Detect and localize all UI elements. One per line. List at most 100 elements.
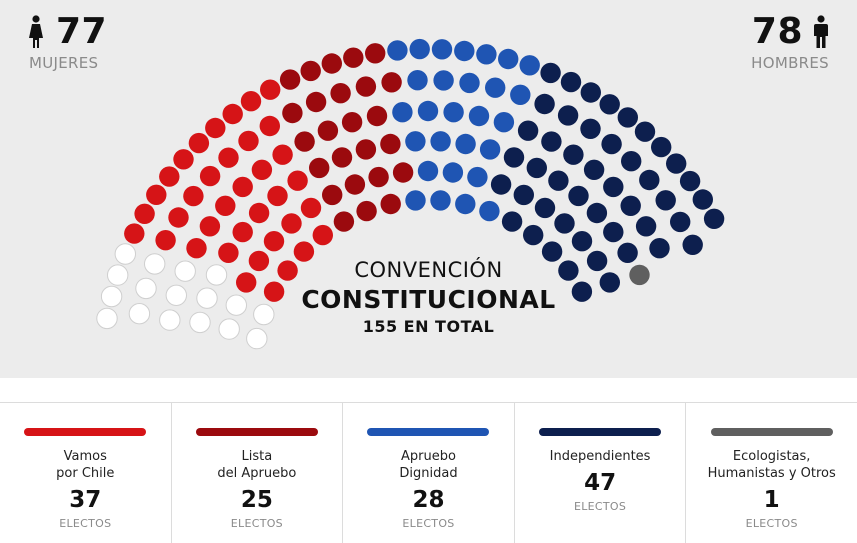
legend-color-bar	[195, 428, 318, 436]
seat-apruebo-dignidad	[455, 133, 476, 155]
seat-lista-del-apruebo	[279, 69, 301, 90]
party-name: Ecologistas, Humanistas y Otros	[707, 449, 836, 481]
seat-apruebo-dignidad	[459, 72, 480, 94]
seat-vamos-por-chile	[222, 103, 243, 125]
seat-independientes	[649, 238, 670, 259]
party-elected-label: ELECTOS	[745, 517, 798, 530]
legend-color-bar	[539, 428, 662, 436]
party-name: Vamos por Chile	[56, 449, 115, 481]
party-elected-label: ELECTOS	[573, 500, 627, 513]
seat-empty	[165, 284, 188, 306]
seat-apruebo-dignidad	[519, 55, 540, 76]
seat-independientes	[639, 169, 660, 191]
seat-lista-del-apruebo	[380, 193, 401, 215]
seat-lista-del-apruebo	[380, 133, 401, 155]
seat-lista-del-apruebo	[341, 112, 363, 133]
seat-apruebo-dignidad	[510, 84, 531, 106]
seat-empty	[144, 253, 166, 275]
legend-color-bar	[24, 428, 147, 436]
seat-lista-del-apruebo	[355, 139, 377, 160]
seat-vamos-por-chile	[168, 207, 189, 228]
seat-apruebo-dignidad	[443, 102, 464, 123]
seat-empty	[135, 277, 157, 300]
seat-vamos-por-chile	[267, 185, 288, 207]
seat-vamos-por-chile	[312, 224, 333, 246]
male-person-icon	[813, 15, 829, 49]
seat-lista-del-apruebo	[330, 83, 351, 104]
seat-independientes	[601, 133, 622, 155]
seat-apruebo-dignidad	[467, 166, 488, 188]
seat-vamos-por-chile	[240, 91, 262, 112]
seat-empty	[159, 309, 181, 331]
seat-vamos-por-chile	[272, 144, 293, 165]
seat-apruebo-dignidad	[409, 38, 430, 60]
seat-independientes	[617, 242, 638, 263]
seat-vamos-por-chile	[238, 130, 259, 152]
seat-independientes	[560, 71, 582, 93]
seat-apruebo-dignidad	[498, 48, 519, 70]
seat-vamos-por-chile	[248, 250, 270, 272]
legend-item-vamos-por-chile: Vamos por Chile 37 ELECTOS	[0, 403, 172, 543]
seat-apruebo-dignidad	[405, 190, 426, 211]
seat-vamos-por-chile	[173, 149, 194, 170]
female-person-icon	[28, 15, 44, 49]
seat-vamos-por-chile	[232, 221, 253, 243]
seat-lista-del-apruebo	[381, 72, 402, 93]
seat-independientes	[621, 151, 642, 172]
seat-apruebo-dignidad	[431, 39, 453, 60]
seat-vamos-por-chile	[134, 203, 155, 224]
seat-independientes	[655, 190, 676, 211]
seat-empty	[128, 303, 151, 325]
seat-independientes	[534, 93, 555, 115]
seat-independientes	[571, 231, 593, 252]
seat-apruebo-dignidad	[476, 44, 497, 65]
seat-independientes	[501, 211, 523, 232]
seat-apruebo-dignidad	[407, 70, 428, 91]
seat-vamos-por-chile	[232, 176, 253, 198]
seat-independientes	[583, 159, 605, 180]
seat-vamos-por-chile	[236, 272, 257, 293]
party-seats: 28	[412, 487, 445, 513]
seat-independientes	[617, 107, 638, 128]
seat-independientes	[558, 260, 579, 281]
legend-item-apruebo-dignidad: Apruebo Dignidad 28 ELECTOS	[343, 403, 515, 543]
seat-independientes	[580, 82, 601, 103]
seat-apruebo-dignidad	[430, 131, 451, 152]
seat-lista-del-apruebo	[309, 157, 330, 179]
seat-apruebo-dignidad	[479, 139, 501, 160]
women-label: MUJERES	[29, 54, 99, 72]
seat-lista-del-apruebo	[322, 184, 343, 206]
party-elected-label: ELECTOS	[230, 517, 283, 530]
seat-empty	[114, 243, 137, 265]
seat-independientes	[490, 174, 512, 195]
seat-apruebo-dignidad	[387, 40, 408, 61]
seat-empty	[218, 318, 240, 340]
seat-vamos-por-chile	[159, 166, 180, 187]
seat-lista-del-apruebo	[356, 200, 377, 222]
seat-independientes	[679, 170, 701, 192]
seat-independientes	[557, 105, 579, 126]
seat-vamos-por-chile	[183, 185, 204, 207]
seat-lista-del-apruebo	[355, 76, 377, 97]
women-count: 77	[56, 11, 108, 52]
seat-vamos-por-chile	[260, 79, 281, 100]
seat-lista-del-apruebo	[366, 105, 388, 127]
seat-lista-del-apruebo	[317, 120, 339, 141]
seat-vamos-por-chile	[215, 195, 236, 216]
seat-apruebo-dignidad	[433, 70, 454, 91]
legend-item-lista-del-apruebo: Lista del Apruebo 25 ELECTOS	[172, 403, 344, 543]
seat-empty	[107, 264, 129, 286]
seat-lista-del-apruebo	[392, 162, 414, 183]
legend-item-independientes: Independientes 47 ELECTOS	[515, 403, 687, 543]
seat-independientes	[635, 216, 657, 237]
chart-caption: CONVENCIÓN CONSTITUCIONAL 155 EN TOTAL	[300, 256, 557, 338]
seat-independientes	[603, 221, 624, 243]
seat-otros	[629, 264, 650, 286]
caption-total: 155 EN TOTAL	[362, 317, 495, 336]
party-name: Independientes	[549, 449, 651, 464]
party-name: Lista del Apruebo	[217, 449, 297, 481]
seat-vamos-por-chile	[259, 115, 280, 137]
seat-vamos-por-chile	[263, 231, 285, 252]
caption-line-2: CONSTITUCIONAL	[301, 285, 556, 314]
seat-apruebo-dignidad	[493, 112, 515, 133]
